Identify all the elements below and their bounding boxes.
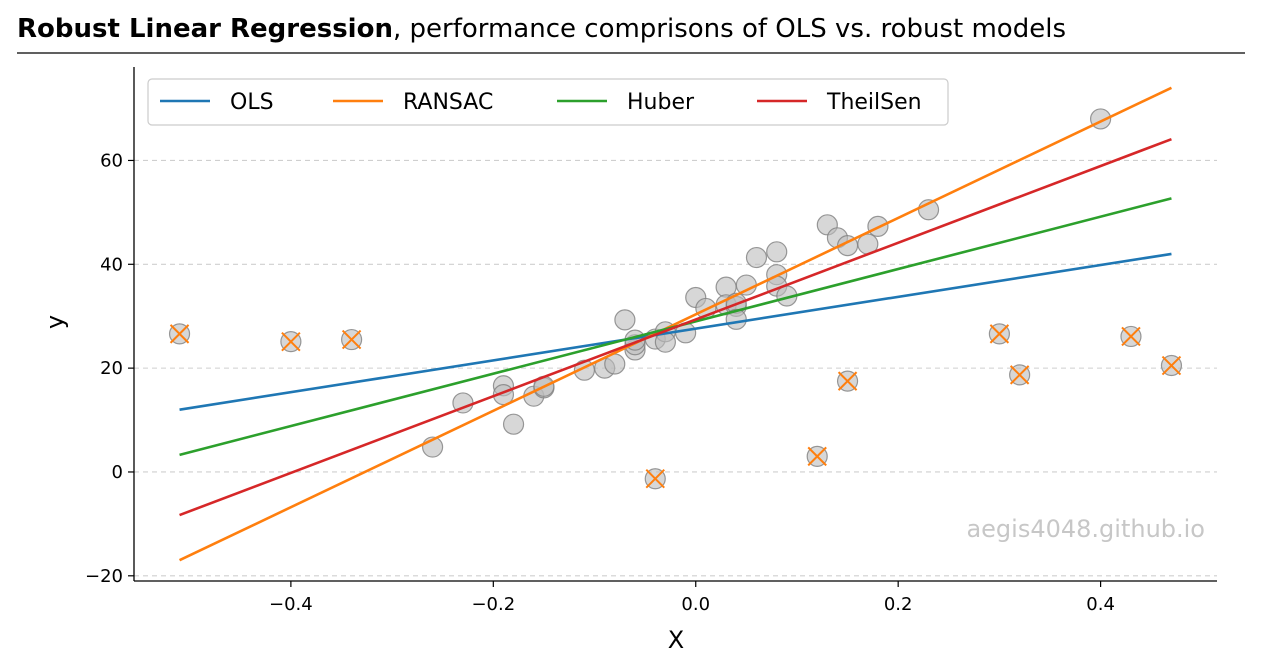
- data-point: [502, 413, 525, 435]
- y-tick-label: 60: [100, 150, 123, 171]
- outlier-marker: [1121, 326, 1141, 347]
- legend-label: TheilSen: [826, 90, 922, 115]
- outlier-x-stroke: [837, 371, 858, 391]
- outlier-marker: [281, 331, 301, 352]
- data-point: [735, 274, 757, 296]
- outlier-marker: [807, 446, 827, 467]
- legend-item-huber: Huber: [557, 90, 695, 115]
- y-tick-label: 0: [112, 462, 123, 483]
- legend-item-ols: OLS: [160, 90, 274, 115]
- outlier-x-stroke: [1009, 365, 1030, 385]
- y-axis-ticks: −20 0 20 40 60: [85, 150, 134, 587]
- watermark: aegis4048.github.io: [966, 515, 1205, 543]
- chart-title-rest: , performance comprisons of OLS vs. robu…: [393, 14, 1066, 44]
- outlier-x-stroke: [281, 331, 301, 352]
- outlier-marker: [1009, 365, 1030, 385]
- y-tick-label: −20: [85, 566, 123, 587]
- x-tick-label: −0.2: [471, 594, 515, 615]
- x-tick-label: −0.4: [269, 594, 313, 615]
- x-tick-label: 0.2: [884, 594, 913, 615]
- outlier-marker: [341, 329, 362, 350]
- chart-title: Robust Linear Regression, performance co…: [17, 14, 1066, 44]
- outlier-marker: [169, 324, 190, 344]
- legend-label: Huber: [627, 90, 695, 115]
- x-axis-label: X: [668, 626, 684, 654]
- y-axis-label: y: [41, 315, 69, 329]
- outlier-x-stroke: [341, 329, 362, 350]
- regression-lines: [178, 86, 1173, 562]
- outlier-markers: [169, 324, 1182, 489]
- legend-item-ransac: RANSAC: [333, 90, 493, 115]
- outlier-x-stroke: [989, 324, 1010, 344]
- outlier-marker: [1161, 355, 1182, 376]
- chart-title-bold: Robust Linear Regression: [17, 14, 393, 44]
- legend-label: RANSAC: [403, 90, 493, 115]
- outlier-x-stroke: [1121, 326, 1141, 347]
- x-tick-label: 0.4: [1086, 594, 1115, 615]
- legend-frame: [147, 78, 949, 126]
- x-axis-ticks: −0.4 −0.2 0.0 0.2 0.4: [269, 581, 1115, 615]
- data-point: [745, 246, 768, 269]
- outlier-marker: [837, 371, 858, 391]
- data-point: [766, 241, 788, 263]
- data-point: [614, 309, 636, 331]
- outlier-marker: [989, 324, 1010, 344]
- outlier-marker: [645, 469, 665, 489]
- y-tick-label: 40: [100, 254, 123, 275]
- line-ransac: [178, 86, 1173, 562]
- outlier-x-stroke: [807, 446, 827, 467]
- outlier-x-stroke: [169, 324, 190, 344]
- line-ols: [179, 252, 1172, 411]
- y-tick-label: 20: [100, 358, 123, 379]
- line-theilsen: [179, 137, 1172, 517]
- scatter-points: [168, 108, 1183, 490]
- legend-label: OLS: [230, 90, 274, 115]
- legend-item-theilsen: TheilSen: [757, 90, 922, 115]
- grid: [134, 159, 1217, 577]
- outlier-x-stroke: [645, 469, 665, 489]
- x-tick-label: 0.0: [681, 594, 710, 615]
- legend: OLS RANSAC Huber TheilSen: [147, 78, 949, 126]
- outlier-x-stroke: [1161, 355, 1182, 376]
